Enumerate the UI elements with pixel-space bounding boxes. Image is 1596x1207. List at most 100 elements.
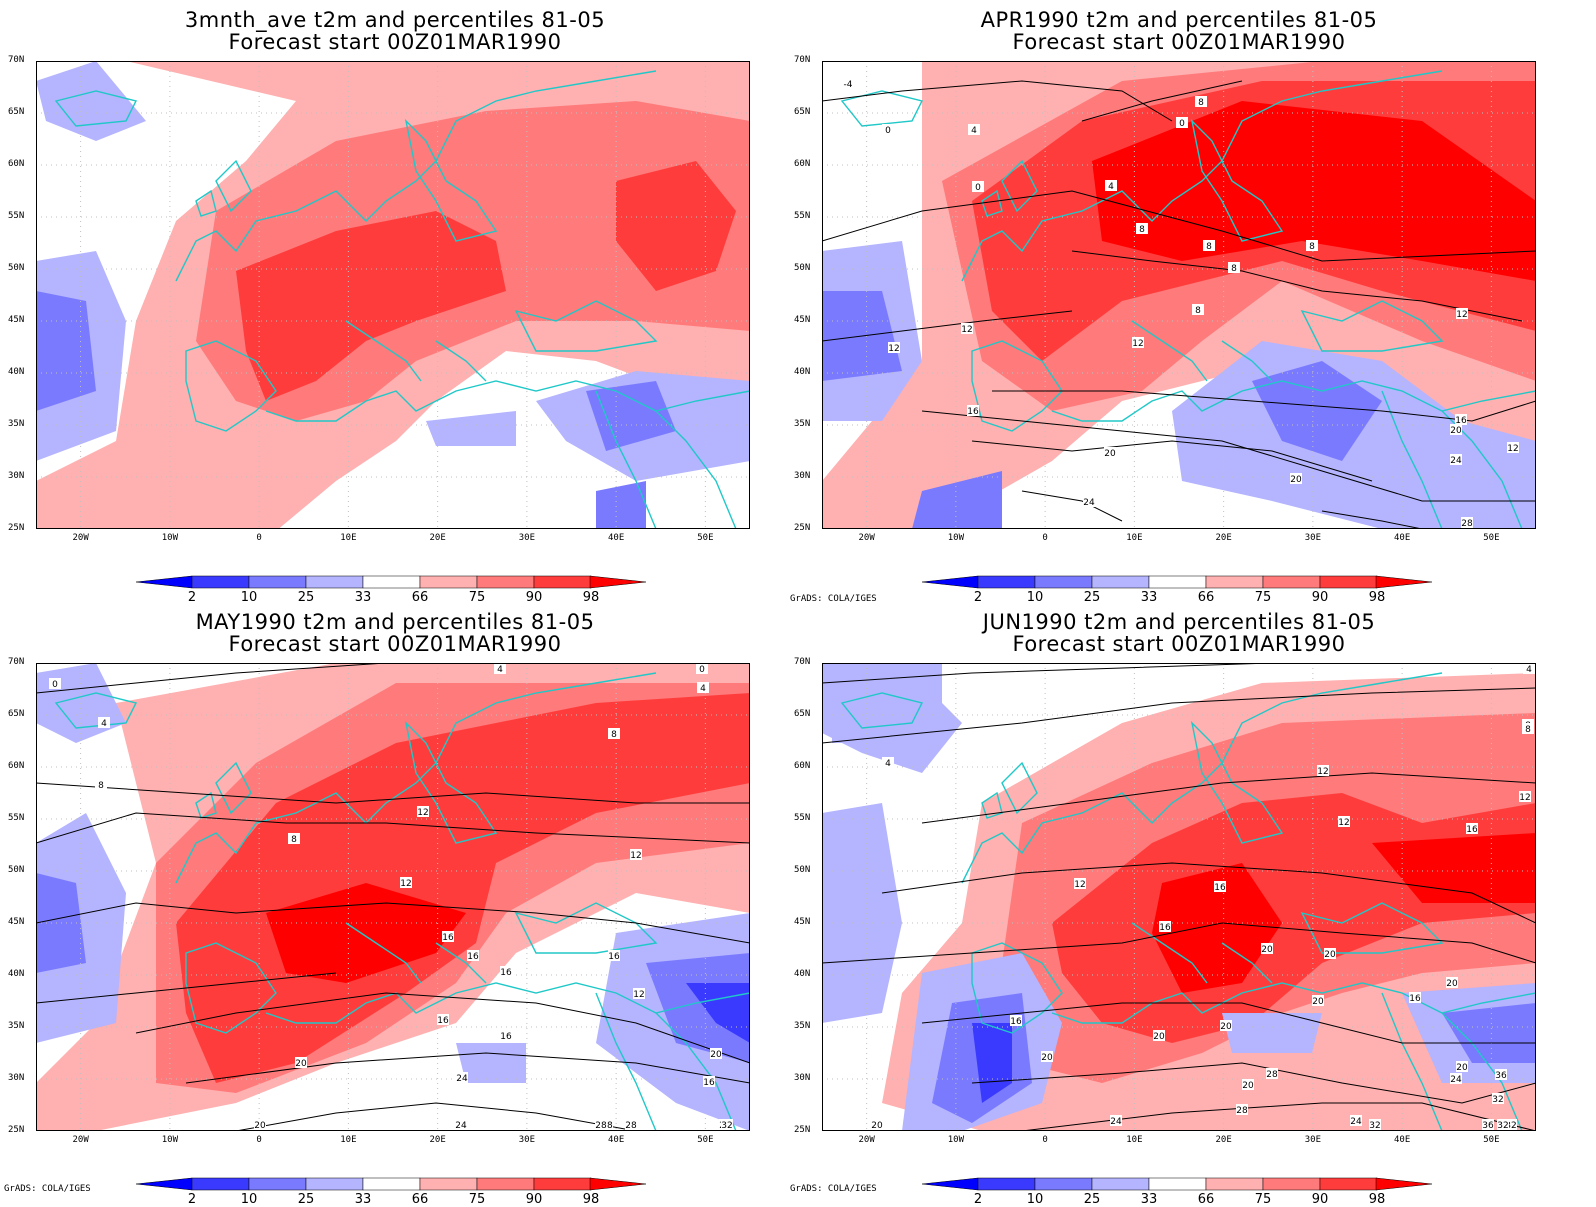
contour-label: 20: [1153, 1032, 1165, 1042]
latitude-label: 25N: [794, 523, 811, 533]
longitude-label: 20W: [858, 1135, 875, 1145]
colorbar-label: 2: [187, 1192, 197, 1207]
coastline: [1001, 761, 1038, 815]
percentile-shading: [646, 953, 750, 1063]
map-svg: 0 4 4 0 4 8 8 8 12 12 12 16 16 16 16 12 16 20 16 24 20 16 20 24…: [36, 663, 750, 1131]
contour-label: 16: [703, 1078, 715, 1088]
isotherm-contour: [36, 972, 337, 1004]
latitude-label: 60N: [794, 159, 811, 169]
isotherm-contour: [881, 862, 1536, 924]
coastline: [265, 380, 750, 422]
colorbar-swatch: [1319, 1177, 1378, 1191]
latitude-label: 55N: [794, 211, 811, 221]
coastline: [185, 942, 277, 1034]
contour-label: 32: [1369, 1121, 1380, 1131]
panel-subtitle: Forecast start 00Z01MAR1990: [228, 632, 562, 656]
contour-label: 20: [1220, 1022, 1232, 1032]
longitude-label: 10W: [161, 1135, 179, 1145]
panel-apr1990: APR1990 t2m and percentiles 81-05 Forecas…: [786, 0, 1576, 605]
latitude-label: 25N: [794, 1125, 811, 1135]
latitude-label: 60N: [8, 159, 25, 169]
isotherm-contour: [971, 440, 1373, 482]
colorbar-label: 25: [297, 1192, 315, 1207]
coastline: [1381, 390, 1443, 529]
colorbar-label: 33: [1140, 1192, 1158, 1207]
contour-label: 12: [1338, 818, 1349, 828]
coastline: [404, 118, 498, 242]
isotherm-contour: [921, 1002, 1536, 1044]
latitude-label: 65N: [794, 709, 811, 719]
isotherm-contour: [1021, 490, 1123, 522]
longitude-label: 0: [1042, 1135, 1048, 1145]
latitude-label: 70N: [794, 657, 811, 667]
longitude-label: 30E: [518, 533, 536, 543]
contour-label: 24: [1083, 498, 1095, 508]
colorbar-swatch: [476, 575, 535, 589]
contour-label: 16: [442, 933, 454, 943]
isotherm-contour: [971, 1062, 1536, 1104]
coastline: [215, 761, 252, 815]
percentile-shading: [236, 211, 506, 401]
colorbar-swatch: [1262, 1177, 1321, 1191]
contour-label: 28: [1461, 519, 1473, 529]
longitude-label: 40E: [1393, 533, 1411, 543]
colorbar-swatch: [921, 1177, 979, 1191]
colorbar-label: 75: [1254, 590, 1272, 605]
longitude-label: 10E: [1126, 533, 1143, 543]
contour-label: 8: [611, 730, 617, 740]
longitude-label: 20W: [858, 533, 875, 543]
coastline: [1300, 300, 1444, 352]
colorbar: [135, 574, 647, 589]
percentile-shading: [1442, 1003, 1536, 1063]
colorbar-label: 2: [187, 590, 197, 605]
map-plot: [36, 61, 750, 529]
longitude-label: 40E: [607, 1135, 625, 1145]
colorbar-swatch: [1091, 1177, 1150, 1191]
coastline: [961, 672, 1443, 884]
latitude-label: 50N: [794, 865, 811, 875]
longitude-label: 20W: [72, 533, 89, 543]
contour-label: 0: [699, 665, 705, 675]
colorbar-label: 10: [1026, 590, 1044, 605]
coastline: [1051, 380, 1536, 422]
latitude-label: 70N: [8, 55, 25, 65]
contour-label: 32: [721, 1121, 732, 1131]
latitude-label: 25N: [8, 1125, 25, 1135]
longitude-label: 30E: [1304, 1135, 1322, 1145]
contour-label: 16: [967, 407, 979, 417]
contour-label: 24: [1450, 1075, 1462, 1085]
percentile-shading: [1252, 361, 1382, 461]
panel-3mnth-ave: 3mnth_ave t2m and percentiles 81-05 Forec…: [0, 0, 790, 605]
latitude-label: 55N: [8, 813, 25, 823]
contour-label: 12: [1074, 880, 1085, 890]
contour-label: 32: [1505, 1121, 1516, 1131]
coastline: [840, 692, 924, 729]
latitude-label: 25N: [8, 523, 25, 533]
latitude-label: 45N: [794, 917, 811, 927]
contour-label: 4: [700, 684, 706, 694]
longitude-label: 10E: [340, 1135, 357, 1145]
colorbar-label: 90: [1311, 1192, 1329, 1207]
latitude-label: 50N: [8, 263, 25, 273]
longitude-label: 0: [256, 1135, 262, 1145]
coastline: [981, 189, 1003, 217]
contour-label: 36: [1482, 1121, 1494, 1131]
longitude-label: 20W: [72, 1135, 89, 1145]
isotherm-contour: [36, 663, 387, 694]
colorbar-label: 66: [411, 1192, 429, 1207]
coastline: [595, 390, 657, 529]
panel-subtitle: Forecast start 00Z01MAR1990: [228, 30, 562, 54]
coastline: [1221, 340, 1273, 382]
colorbar-swatch: [191, 575, 250, 589]
latitude-label: 50N: [8, 865, 25, 875]
coastline: [1131, 922, 1208, 984]
isotherm-contour: [822, 663, 1273, 684]
contour-label: 12: [1317, 767, 1328, 777]
isotherm-contour: [822, 190, 1536, 262]
latitude-label: 35N: [8, 419, 25, 429]
latitude-label: 45N: [8, 315, 25, 325]
contour-label: 24: [456, 1074, 468, 1084]
contour-label: 8: [1198, 98, 1204, 108]
contour-label: 8: [1206, 242, 1212, 252]
coastline: [1051, 982, 1536, 1024]
